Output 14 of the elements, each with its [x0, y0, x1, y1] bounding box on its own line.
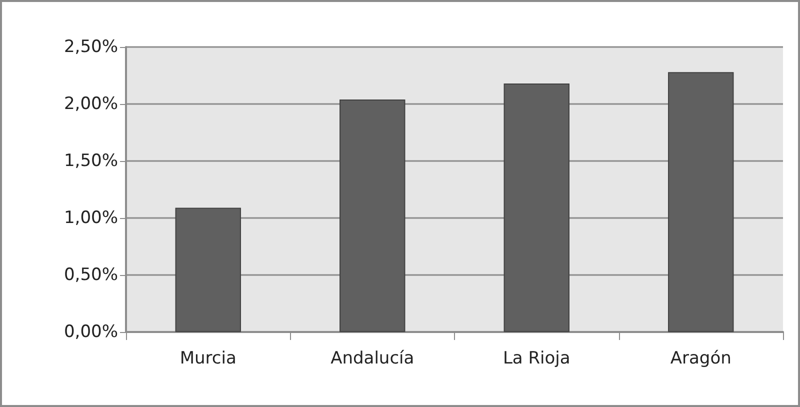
x-tick-label: Murcia [180, 348, 236, 368]
bar [504, 83, 570, 332]
y-tick-label: 0,50% [64, 265, 118, 285]
y-tick-label: 2,00% [64, 94, 118, 114]
x-tick-label: La Rioja [502, 348, 570, 368]
bar [340, 99, 406, 332]
y-tick-label: 1,00% [64, 208, 118, 228]
y-tick-label: 1,50% [64, 151, 118, 171]
bar [175, 208, 241, 332]
y-tick-label: 2,50% [64, 37, 118, 57]
bar [668, 72, 734, 332]
y-tick-label: 0,00% [64, 322, 118, 342]
x-tick-label: Aragón [670, 348, 732, 368]
x-tick-label: Andalucía [330, 348, 414, 368]
